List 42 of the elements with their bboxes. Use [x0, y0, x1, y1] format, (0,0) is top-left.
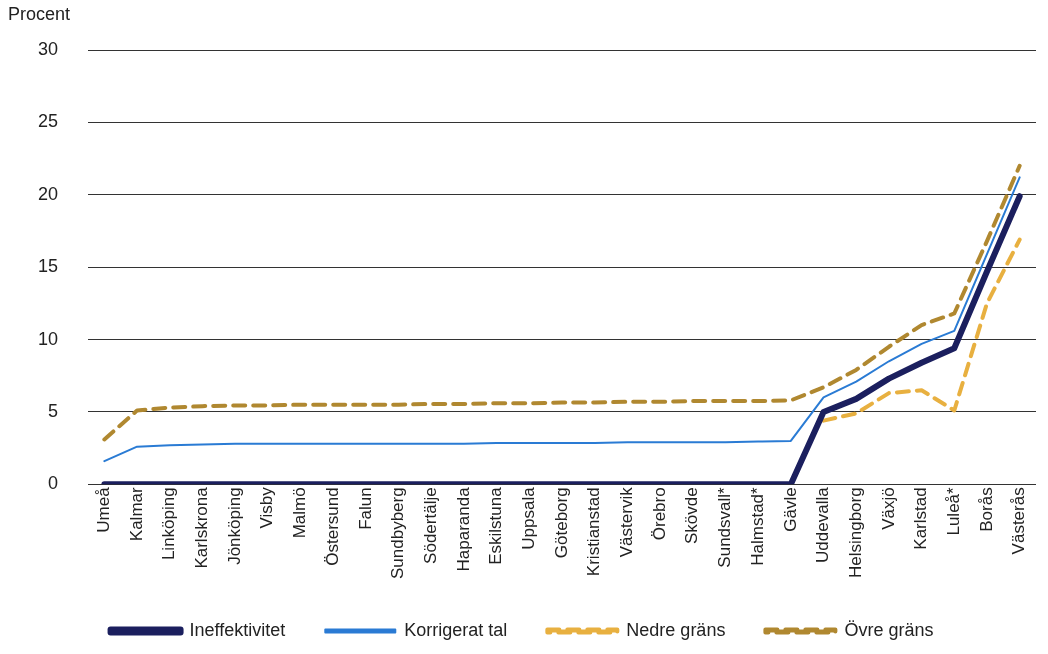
y-tick-label: 10: [37, 328, 59, 349]
x-tick-label: Eskilstuna: [486, 486, 506, 565]
x-tick-label: Falun: [355, 487, 375, 530]
y-tick-label: 20: [37, 183, 59, 204]
x-tick-label: Haparanda: [453, 486, 473, 572]
x-tick-label: Linköping: [159, 487, 179, 561]
y-tick-label: 5: [48, 400, 59, 421]
x-tick-label: Gävle: [780, 487, 800, 532]
y-tick-label: 30: [37, 38, 59, 59]
x-tick-label: Kristianstad: [584, 487, 604, 577]
x-tick-label: Uddevalla: [813, 486, 833, 563]
x-tick-label: Helsingborg: [845, 487, 865, 579]
x-tick-label: Sundbyberg: [388, 487, 408, 580]
x-tick-label: Visby: [257, 486, 277, 529]
legend-label: Korrigerat tal: [404, 619, 508, 640]
x-tick-label: Malmö: [290, 487, 310, 539]
y-axis-title: Procent: [8, 3, 71, 24]
y-tick-label: 25: [37, 111, 59, 132]
x-tick-label: Skövde: [682, 487, 702, 545]
x-tick-label: Östersund: [322, 487, 342, 566]
x-tick-label: Västervik: [617, 486, 637, 558]
x-tick-label: Karlskrona: [192, 486, 212, 569]
x-tick-label: Södertälje: [420, 487, 440, 564]
x-tick-label: Jönköping: [224, 487, 244, 565]
legend-label: Ineffektivitet: [189, 619, 286, 640]
x-tick-label: Kalmar: [126, 486, 146, 542]
x-tick-label: Örebro: [649, 487, 669, 541]
x-tick-label: Umeå: [94, 486, 114, 533]
y-tick-label: 0: [48, 473, 59, 494]
x-tick-label: Göteborg: [551, 487, 571, 559]
line-series: [821, 237, 1022, 423]
x-tick-label: Växjö: [878, 487, 898, 530]
x-tick-label: Borås: [976, 487, 996, 532]
x-tick-label: Uppsala: [519, 486, 539, 550]
x-tick-label: Karlstad: [911, 487, 931, 550]
x-tick-label: Luleå*: [943, 486, 963, 536]
legend-label: Nedre gräns: [626, 619, 726, 640]
x-tick-label: Sundsvall*: [715, 486, 735, 568]
x-tick-label: Västerås: [1009, 487, 1029, 555]
x-tick-label: Halmstad*: [747, 486, 767, 566]
legend-label: Övre gräns: [844, 619, 934, 640]
y-tick-label: 15: [37, 256, 59, 277]
